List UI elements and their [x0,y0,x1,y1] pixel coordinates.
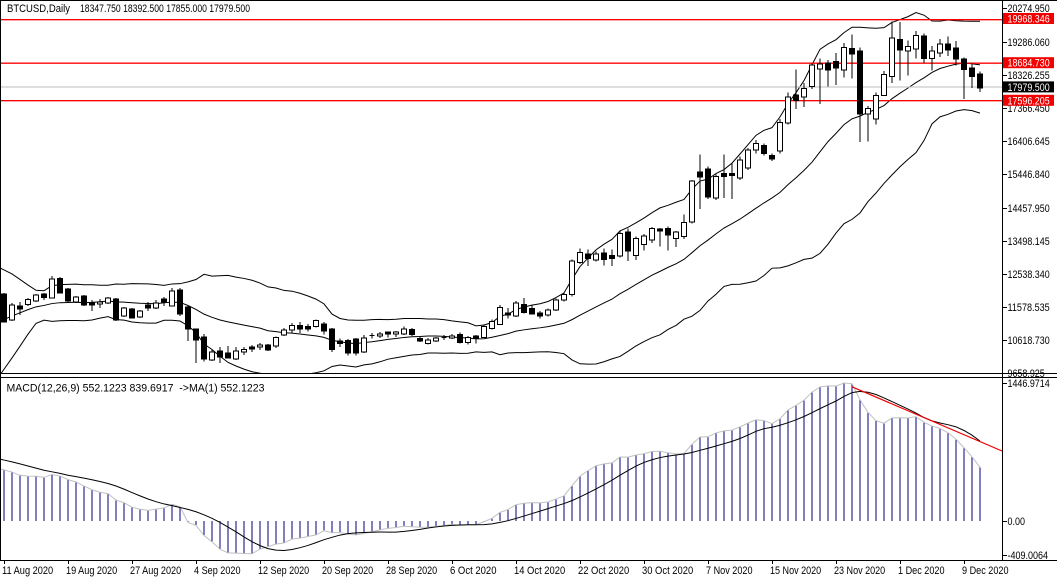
svg-text:18347.750 18392.500 17855.000: 18347.750 18392.500 17855.000 17979.500 [80,3,250,15]
svg-text:MACD(12,26,9) 552.1223 839.691: MACD(12,26,9) 552.1223 839.6917 ->MA(1) … [7,383,265,395]
svg-text:17979.500: 17979.500 [1008,82,1050,94]
svg-text:17366.450: 17366.450 [1008,103,1050,115]
svg-text:19968.346: 19968.346 [1008,14,1050,26]
svg-text:20274.950: 20274.950 [1008,3,1050,15]
svg-text:22 Oct 2020: 22 Oct 2020 [578,565,629,577]
svg-text:9 Dec 2020: 9 Dec 2020 [962,565,1009,577]
svg-text:30 Oct 2020: 30 Oct 2020 [642,565,693,577]
svg-text:13498.145: 13498.145 [1008,236,1050,248]
svg-text:11578.535: 11578.535 [1008,302,1050,314]
svg-text:15446.840: 15446.840 [1008,169,1050,181]
svg-text:0.00: 0.00 [1008,516,1026,528]
svg-text:27 Aug 2020: 27 Aug 2020 [130,565,181,577]
svg-text:7 Nov 2020: 7 Nov 2020 [706,565,753,577]
svg-text:20 Sep 2020: 20 Sep 2020 [322,565,373,577]
svg-text:14457.950: 14457.950 [1008,203,1050,215]
svg-text:18326.255: 18326.255 [1008,70,1050,82]
svg-text:-409.0064: -409.0064 [1008,550,1049,562]
svg-text:19 Aug 2020: 19 Aug 2020 [66,565,117,577]
svg-text:BTCUSD,Daily: BTCUSD,Daily [7,3,70,15]
svg-text:19286.060: 19286.060 [1008,37,1050,49]
svg-text:1 Dec 2020: 1 Dec 2020 [898,565,945,577]
svg-text:12538.340: 12538.340 [1008,269,1050,281]
svg-text:11 Aug 2020: 11 Aug 2020 [2,565,53,577]
svg-text:28 Sep 2020: 28 Sep 2020 [386,565,437,577]
svg-text:14 Oct 2020: 14 Oct 2020 [514,565,565,577]
svg-text:10618.730: 10618.730 [1008,335,1050,347]
svg-text:17596.205: 17596.205 [1008,95,1050,107]
svg-text:16406.645: 16406.645 [1008,136,1050,148]
svg-text:6 Oct 2020: 6 Oct 2020 [450,565,497,577]
svg-text:15 Nov 2020: 15 Nov 2020 [770,565,821,577]
svg-text:18684.730: 18684.730 [1008,58,1050,70]
svg-text:9658.925: 9658.925 [1008,368,1045,380]
svg-text:12 Sep 2020: 12 Sep 2020 [258,565,309,577]
svg-text:4 Sep 2020: 4 Sep 2020 [194,565,241,577]
svg-text:23 Nov 2020: 23 Nov 2020 [834,565,885,577]
svg-text:1446.9714: 1446.9714 [1008,378,1050,390]
